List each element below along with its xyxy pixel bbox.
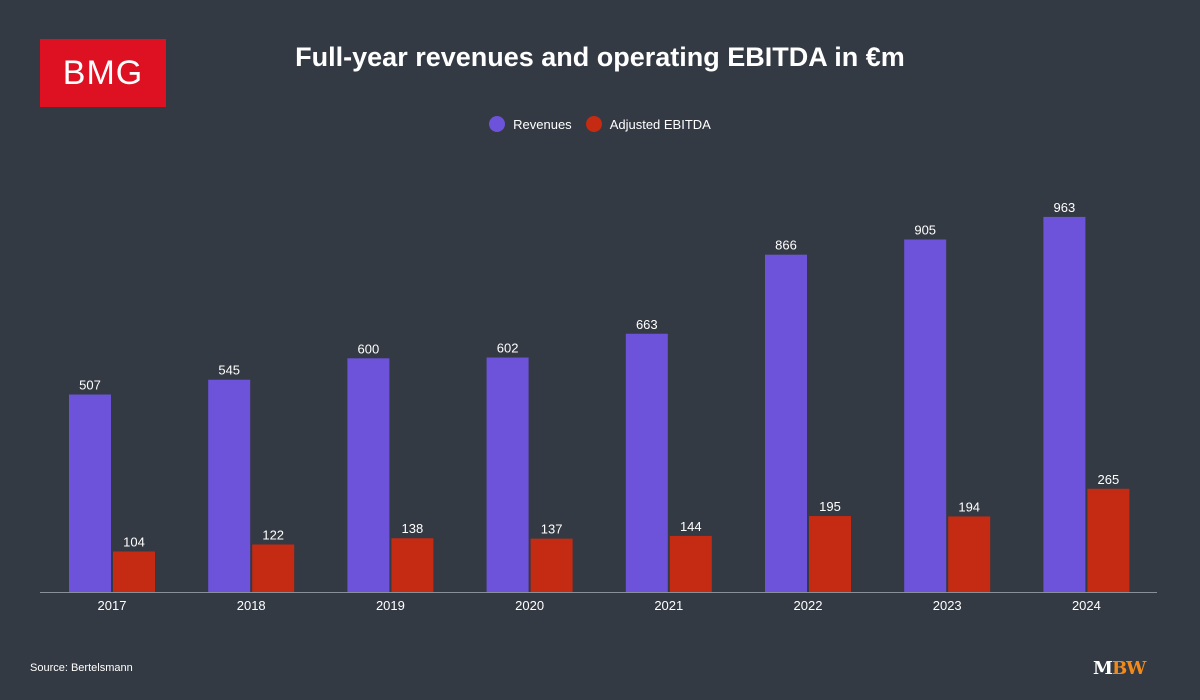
bar-adjusted-ebitda-2022[interactable]	[809, 516, 851, 592]
chart-legend: Revenues Adjusted EBITDA	[0, 116, 1200, 132]
bar-adjusted-ebitda-2019[interactable]	[391, 538, 434, 592]
bar-revenues-2024[interactable]	[1043, 216, 1086, 592]
data-label-revenues-2022: 866	[775, 238, 797, 253]
data-label-revenues-2021: 663	[636, 317, 658, 332]
data-label-adjusted-ebitda-2022: 195	[819, 499, 841, 514]
data-label-revenues-2020: 602	[497, 341, 519, 356]
data-label-revenues-2023: 905	[914, 223, 936, 238]
legend-label-adjusted-ebitda: Adjusted EBITDA	[609, 116, 711, 132]
legend-swatch-adjusted-ebitda	[585, 116, 602, 132]
x-tick-label-2022: 2022	[794, 598, 823, 613]
data-label-adjusted-ebitda-2024: 265	[1098, 472, 1120, 487]
bar-revenues-2019[interactable]	[347, 358, 390, 592]
data-label-revenues-2018: 545	[218, 363, 240, 378]
data-label-revenues-2019: 600	[358, 341, 380, 356]
bmg-logo: BMG	[40, 39, 166, 107]
data-label-adjusted-ebitda-2019: 138	[402, 521, 424, 536]
x-tick-label-2023: 2023	[933, 598, 962, 613]
bar-revenues-2022[interactable]	[765, 254, 807, 592]
data-label-adjusted-ebitda-2021: 144	[680, 519, 702, 534]
bar-adjusted-ebitda-2023[interactable]	[948, 516, 991, 592]
mbw-logo-bw: BW	[1111, 658, 1146, 679]
data-label-adjusted-ebitda-2018: 122	[262, 527, 284, 542]
data-label-adjusted-ebitda-2020: 137	[541, 522, 563, 537]
data-label-revenues-2017: 507	[79, 378, 101, 393]
bar-adjusted-ebitda-2020[interactable]	[530, 538, 573, 592]
source-note: Source: Bertelsmann	[30, 662, 133, 674]
x-tick-label-2019: 2019	[376, 598, 405, 613]
mbw-logo-m: M	[1093, 658, 1113, 679]
bar-adjusted-ebitda-2017[interactable]	[113, 551, 155, 592]
bar-adjusted-ebitda-2024[interactable]	[1087, 488, 1130, 592]
bar-adjusted-ebitda-2021[interactable]	[669, 535, 712, 592]
x-tick-label-2020: 2020	[515, 598, 544, 613]
legend-swatch-revenues	[489, 116, 506, 132]
bar-adjusted-ebitda-2018[interactable]	[252, 544, 295, 592]
x-tick-label-2018: 2018	[237, 598, 266, 613]
bmg-logo-text: BMG	[62, 53, 144, 92]
bar-revenues-2023[interactable]	[904, 239, 947, 592]
chart-title: Full-year revenues and operating EBITDA …	[295, 42, 905, 72]
bar-revenues-2021[interactable]	[625, 333, 668, 592]
data-label-adjusted-ebitda-2023: 194	[958, 499, 980, 514]
legend-item-revenues[interactable]: Revenues	[489, 116, 572, 132]
bar-revenues-2020[interactable]	[486, 357, 529, 592]
x-tick-label-2017: 2017	[98, 598, 127, 613]
x-tick-label-2024: 2024	[1072, 598, 1101, 613]
x-tick-label-2021: 2021	[654, 598, 683, 613]
data-label-adjusted-ebitda-2017: 104	[123, 534, 145, 549]
mbw-logo: MBW	[1093, 658, 1146, 679]
legend-item-adjusted-ebitda[interactable]: Adjusted EBITDA	[585, 116, 711, 132]
bar-revenues-2018[interactable]	[208, 379, 251, 592]
data-label-revenues-2024: 963	[1054, 200, 1076, 215]
bar-revenues-2017[interactable]	[69, 394, 111, 592]
legend-label-revenues: Revenues	[513, 116, 572, 132]
